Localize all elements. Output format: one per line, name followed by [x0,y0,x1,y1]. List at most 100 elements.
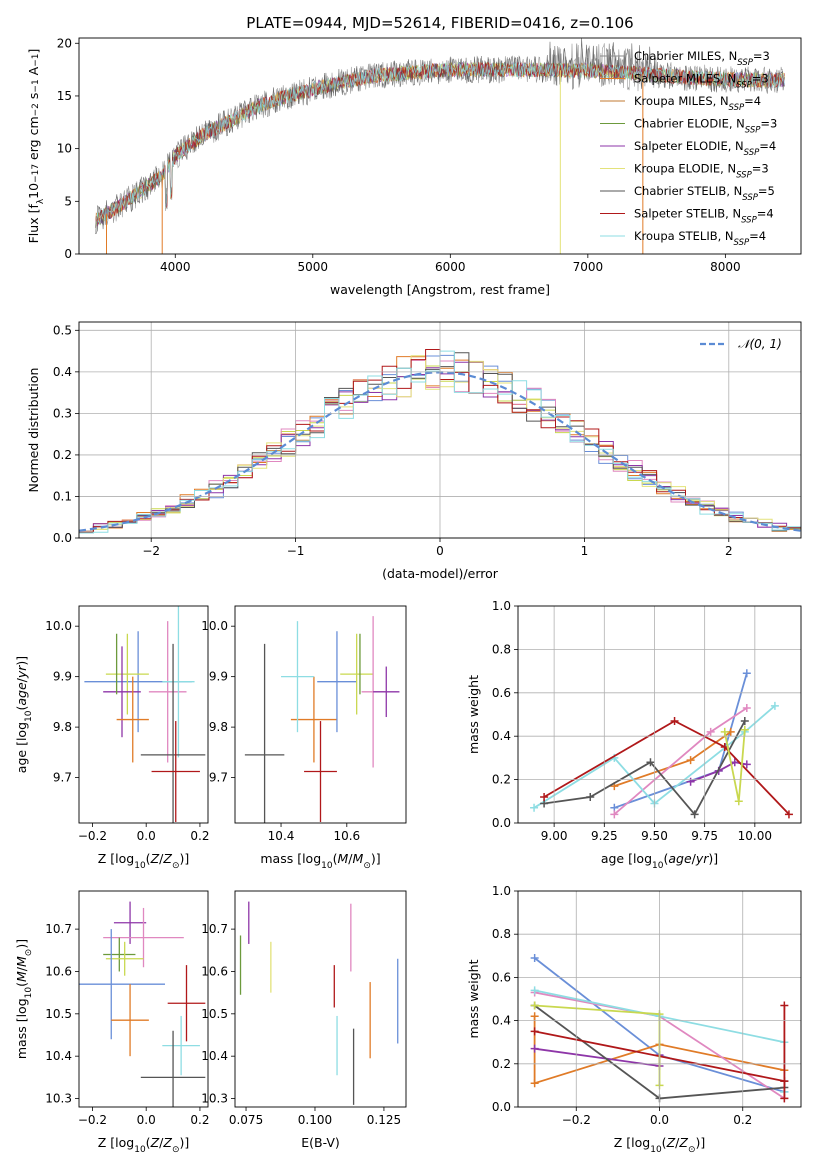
label-part: Kroupa ELODIE, N [634,162,736,176]
mass-weight-vs-age-plot-area [530,669,793,819]
label-part: Z [678,1135,688,1150]
weight-marker [734,797,743,806]
label-part: SSP [736,81,752,91]
label-part: SSP [741,216,757,226]
y-tick-label: 10.7 [201,922,228,936]
spectrum-line [95,38,785,235]
x-tick-label: 0.0 [650,1113,669,1127]
weight-marker [586,792,595,801]
y-tick-label: 0.8 [492,642,511,656]
weight-marker [530,953,539,962]
weight-marker [530,986,539,995]
legend-label: Kroupa ELODIE, NSSP=3 [634,162,769,181]
label-part: Z [162,851,172,866]
weight-marker [686,756,695,765]
x-tick-label: 10.00 [738,829,772,843]
weight-marker [686,777,695,786]
x-tick-label: 4000 [160,260,191,274]
weight-marker [690,810,699,819]
label-part: )] [14,656,29,666]
label-part: Chabrier ELODIE, N [634,117,745,131]
x-tick-label: 0.0 [137,829,156,843]
label-part: Kroupa MILES, N [634,94,729,108]
mass-weight-vs-age-panel: 9.00 9.25 9.50 9.75 10.00 0.0 0.2 0.4 0.6 0.8 1.0 a… [466,599,802,871]
mass-vs-Z-panel: −0.2 0.0 0.210.310.410.510.610.7Z [log10(Z… [14,890,209,1155]
label-part: ( [146,851,151,866]
label-part: yr [695,851,709,866]
label-part: 10 [24,987,34,999]
y-tick-label: 20 [57,36,72,50]
label-part: −1 [31,79,41,92]
y-tick-label: 5 [64,194,72,208]
x-axis-label: Z [log10(Z/Z⊙)] [98,1135,190,1155]
label-part: age [log [601,851,652,866]
label-part: =4 [757,207,774,221]
spectrum-panel: 4000 5000 6000 7000 8000 0 5 10 15 20 PLATE=0944, … [26,14,802,297]
legend-label: 𝒩(0, 1) [738,337,782,351]
label-part: λ [36,198,46,204]
label-part: −17 [31,164,41,183]
weight-marker [530,1079,539,1088]
label-part: mass [log [14,998,29,1059]
label-part: ( [333,851,338,866]
y-axis-label: mass weight [466,675,481,754]
label-part: / [159,851,164,866]
y-tick-label: 10.6 [45,964,72,978]
label-part: Z [log [614,1135,650,1150]
y-tick-label: 0.1 [53,489,72,503]
x-tick-label: 2 [725,544,733,558]
age-vs-mass-plot-area [244,616,400,823]
label-part: )] [179,1135,189,1150]
label-part: ⊙ [172,861,180,871]
weight-series [543,720,746,816]
label-part: / [14,966,29,971]
weight-marker [780,1094,789,1103]
x-tick-label: 8000 [710,260,741,274]
y-tick-label: 0 [64,247,72,261]
weight-marker [530,803,539,812]
label-part: / [14,677,29,682]
weight-marker [730,758,739,767]
y-tick-label: 0.4 [53,365,72,379]
x-axis-label: E(B-V) [301,1135,340,1150]
x-tick-label: 0.2 [190,829,209,843]
x-tick-label: −2 [142,544,160,558]
label-part: Z [162,1135,172,1150]
label-part: age [668,851,692,866]
label-part: ( [14,706,29,711]
y-tick-label: 10.7 [45,922,72,936]
x-tick-label: 0.2 [190,1113,209,1127]
y-tick-label: 0.5 [53,323,72,337]
legend-label: Chabrier STELIB, NSSP=5 [634,184,775,203]
y-tick-label: 0.4 [492,1014,511,1028]
weight-marker [530,1012,539,1021]
x-tick-label: 0.0 [137,1113,156,1127]
x-tick-label: 0.100 [298,1113,332,1127]
label-part: Salpeter MILES, N [634,72,736,86]
label-part: 10 [26,183,41,199]
x-tick-label: 9.25 [591,829,618,843]
legend-label: Chabrier ELODIE, NSSP=3 [634,117,777,136]
weight-marker [742,669,751,678]
label-part: SSP [744,148,760,158]
weight-marker [780,1077,789,1086]
label-part: age [log [14,722,29,773]
weight-marker [530,1044,539,1053]
label-part: Flux [f [26,204,41,244]
weight-marker [530,1001,539,1010]
label-part: 10 [650,1145,662,1155]
label-part: / [692,851,697,866]
legend-label: Kroupa MILES, NSSP=4 [634,94,761,113]
age-vs-Z-plot-area [84,606,206,823]
y-tick-label: 10.3 [45,1092,72,1106]
y-tick-label: 10.4 [201,1049,228,1063]
x-axis-label: mass [log10(M/M⊙)] [260,851,380,871]
y-tick-label: 0.2 [53,448,72,462]
label-part: SSP [737,58,753,68]
label-part: M [353,851,364,866]
y-tick-label: 1.0 [492,884,511,898]
legend-label: Salpeter MILES, NSSP=3 [634,72,769,91]
label-part: =5 [758,184,775,198]
x-tick-label: 9.50 [641,829,668,843]
